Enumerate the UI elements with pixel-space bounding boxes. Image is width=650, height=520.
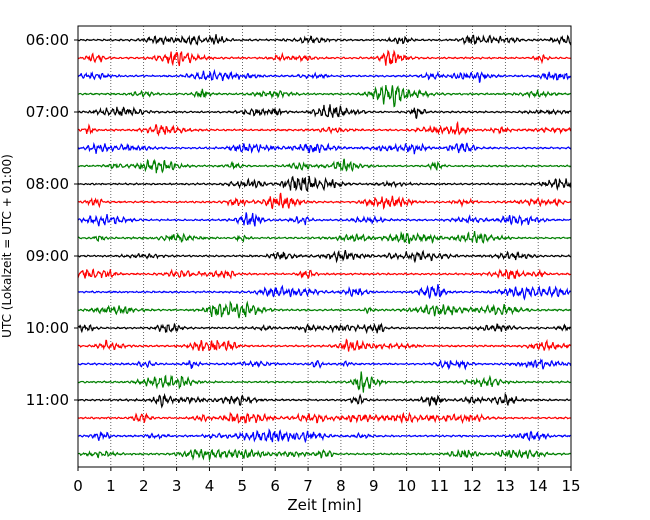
x-axis: 0 1 2 3 4 5 6 7 8 9 10 11 12 13 14 15 <box>73 467 581 495</box>
trace-line-0600 <box>77 34 572 46</box>
trace-line-0900 <box>77 249 572 264</box>
x-tick-label: 15 <box>561 477 580 495</box>
x-tick-label: 10 <box>397 477 416 495</box>
trace-line-0800 <box>77 175 572 192</box>
y-tick-label: 09:00 <box>26 247 69 265</box>
trace-line-1115 <box>77 411 572 425</box>
trace-line-0700 <box>77 104 572 120</box>
trace-line-1100 <box>77 392 572 409</box>
trace-line-0915 <box>77 268 572 280</box>
trace-line-1015 <box>77 338 572 352</box>
trace-group <box>77 34 572 462</box>
plot-frame <box>77 25 572 468</box>
y-axis: 06:00 07:00 08:00 09:00 10:00 11:00 <box>26 31 78 409</box>
x-tick-label: 5 <box>238 477 248 495</box>
x-tick-label: 3 <box>172 477 182 495</box>
x-tick-label: 9 <box>369 477 379 495</box>
x-tick-label: 6 <box>270 477 280 495</box>
trace-line-0630 <box>77 68 572 83</box>
x-tick-label: 2 <box>139 477 149 495</box>
x-tick-label: 4 <box>205 477 215 495</box>
x-tick-label: 8 <box>336 477 346 495</box>
x-axis-label: Zeit [min] <box>287 496 361 514</box>
x-tick-label: 11 <box>430 477 449 495</box>
y-tick-label: 10:00 <box>26 319 69 337</box>
trace-line-0930 <box>77 284 572 301</box>
trace-line-0815 <box>77 192 572 211</box>
trace-line-0845 <box>77 230 572 245</box>
y-axis-label: UTC (Lokalzeit = UTC + 01:00) <box>0 154 14 338</box>
trace-line-0730 <box>77 141 572 155</box>
y-tick-label: 07:00 <box>26 103 69 121</box>
x-tick-label: 1 <box>106 477 116 495</box>
trace-line-1130 <box>77 428 572 444</box>
y-tick-label: 08:00 <box>26 175 69 193</box>
x-tick-label: 13 <box>496 477 515 495</box>
trace-line-1000 <box>77 322 572 335</box>
y-tick-label: 11:00 <box>26 391 69 409</box>
trace-line-0715 <box>77 120 572 137</box>
trace-line-1045 <box>77 371 572 393</box>
y-tick-label: 06:00 <box>26 31 69 49</box>
x-tick-label: 0 <box>73 477 83 495</box>
trace-line-0645 <box>77 85 572 108</box>
trace-line-1145 <box>77 448 572 462</box>
trace-line-1030 <box>77 358 572 371</box>
trace-line-0945 <box>77 300 572 319</box>
x-tick-label: 7 <box>303 477 313 495</box>
trace-line-0745 <box>77 158 572 174</box>
trace-line-0615 <box>77 49 572 67</box>
x-tick-label: 14 <box>529 477 548 495</box>
trace-line-0830 <box>77 212 572 227</box>
x-tick-label: 12 <box>463 477 482 495</box>
